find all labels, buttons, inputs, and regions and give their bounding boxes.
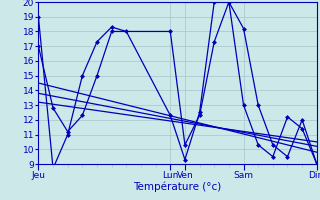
X-axis label: Température (°c): Température (°c) — [133, 181, 222, 192]
